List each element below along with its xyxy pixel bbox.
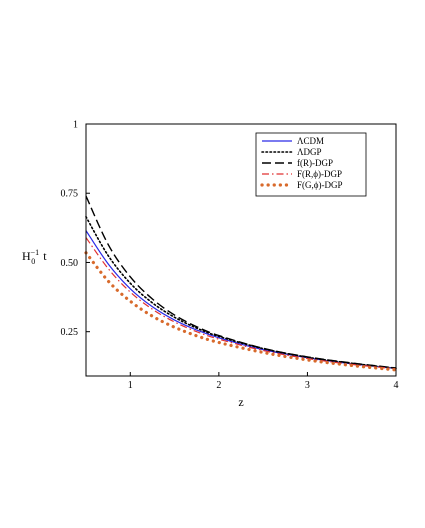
y-axis-label-tail: t (43, 249, 47, 263)
series-layer (84, 195, 398, 372)
legend-label-3: F(R,ϕ)-DGP (297, 169, 342, 179)
series-line-4 (84, 251, 398, 372)
y-tick-label: 1 (73, 120, 78, 131)
x-tick-label: 2 (216, 380, 221, 391)
y-axis-label-sup: −1 (31, 248, 40, 257)
series-line-0 (85, 230, 397, 370)
y-axis-label: H−1 0 t (22, 248, 47, 266)
y-axis-label-base: H (22, 249, 31, 263)
legend-label-2: f(R)-DGP (297, 158, 333, 168)
series-line-3 (85, 237, 397, 370)
y-axis-label-sub: 0 (31, 257, 35, 266)
x-axis-label: z (238, 395, 243, 409)
legend-label-1: ΛDGP (297, 147, 322, 157)
legend-label-4: F(G,ϕ)-DGP (297, 180, 343, 190)
y-tick-label: 0.25 (61, 327, 79, 338)
series-line-2 (85, 195, 397, 369)
legend-label-0: ΛCDM (297, 136, 324, 146)
x-tick-label: 4 (394, 380, 399, 391)
x-tick-label: 1 (128, 380, 133, 391)
y-tick-label: 0.50 (61, 258, 79, 269)
ticks-layer: 1 2 3 4 0.25 0.50 0.75 1 (61, 120, 399, 392)
y-tick-label: 0.75 (61, 189, 79, 200)
x-tick-label: 3 (305, 380, 310, 391)
plot-frame (85, 123, 397, 377)
